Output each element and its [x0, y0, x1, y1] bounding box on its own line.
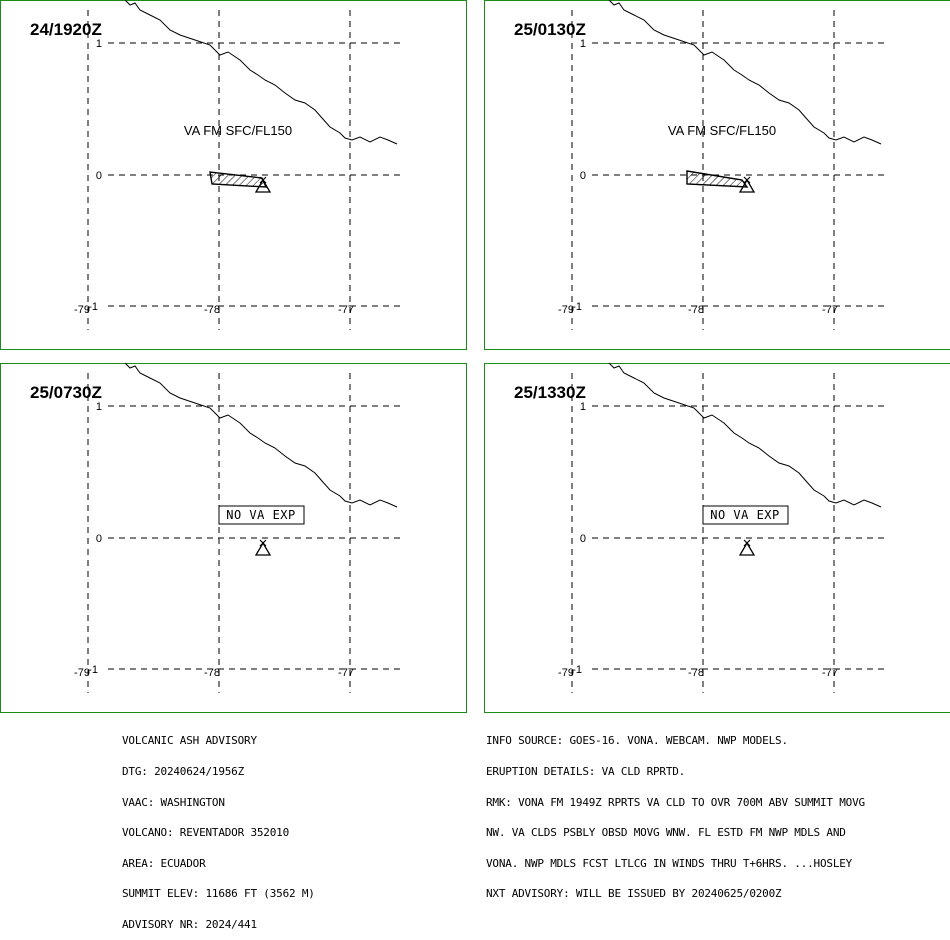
panel-time-label: 25/0730Z	[30, 383, 102, 402]
advisory-line: VOLCANO: REVENTADOR 352010	[122, 828, 315, 838]
advisory-line: VOLCANIC ASH ADVISORY	[122, 736, 315, 746]
no-ash-label: NO VA EXP	[710, 508, 780, 522]
latitude-tick-label: 1	[580, 38, 586, 50]
ash-cloud-label: VA FM SFC/FL150	[184, 123, 292, 138]
advisory-header-block: VOLCANIC ASH ADVISORY DTG: 20240624/1956…	[122, 716, 315, 940]
advisory-line: DTG: 20240624/1956Z	[122, 767, 315, 777]
longitude-tick-label: -78	[204, 667, 220, 679]
details-line: INFO SOURCE: GOES-16. VONA. WEBCAM. NWP …	[486, 736, 865, 746]
panel-time-label: 25/0130Z	[514, 20, 586, 39]
latitude-tick-label: 0	[580, 533, 586, 545]
advisory-line: AREA: ECUADOR	[122, 859, 315, 869]
panel-time-label: 25/1330Z	[514, 383, 586, 402]
longitude-tick-label: -79	[74, 304, 90, 316]
details-line: NXT ADVISORY: WILL BE ISSUED BY 20240625…	[486, 889, 865, 899]
longitude-tick-label: -78	[688, 667, 704, 679]
longitude-tick-label: -77	[338, 667, 354, 679]
longitude-tick-label: -77	[338, 304, 354, 316]
latitude-tick-label: 1	[580, 401, 586, 413]
advisory-line: ADVISORY NR: 2024/441	[122, 920, 315, 930]
panel-time-label: 24/1920Z	[30, 20, 102, 39]
ash-cloud-label: VA FM SFC/FL150	[668, 123, 776, 138]
details-line: ERUPTION DETAILS: VA CLD RPRTD.	[486, 767, 865, 777]
longitude-tick-label: -79	[558, 304, 574, 316]
latitude-tick-label: 1	[96, 401, 102, 413]
details-line: NW. VA CLDS PSBLY OBSD MOVG WNW. FL ESTD…	[486, 828, 865, 838]
longitude-tick-label: -79	[558, 667, 574, 679]
latitude-tick-label: 0	[96, 170, 102, 182]
latitude-tick-label: 1	[96, 38, 102, 50]
longitude-tick-label: -77	[822, 667, 838, 679]
longitude-tick-label: -78	[204, 304, 220, 316]
advisory-details-block: INFO SOURCE: GOES-16. VONA. WEBCAM. NWP …	[486, 716, 865, 910]
latitude-tick-label: 0	[580, 170, 586, 182]
advisory-line: SUMMIT ELEV: 11686 FT (3562 M)	[122, 889, 315, 899]
longitude-tick-label: -77	[822, 304, 838, 316]
longitude-tick-label: -78	[688, 304, 704, 316]
details-line: RMK: VONA FM 1949Z RPRTS VA CLD TO OVR 7…	[486, 798, 865, 808]
advisory-line: VAAC: WASHINGTON	[122, 798, 315, 808]
details-line: VONA. NWP MDLS FCST LTLCG IN WINDS THRU …	[486, 859, 865, 869]
no-ash-label: NO VA EXP	[226, 508, 296, 522]
latitude-tick-label: 0	[96, 533, 102, 545]
longitude-tick-label: -79	[74, 667, 90, 679]
